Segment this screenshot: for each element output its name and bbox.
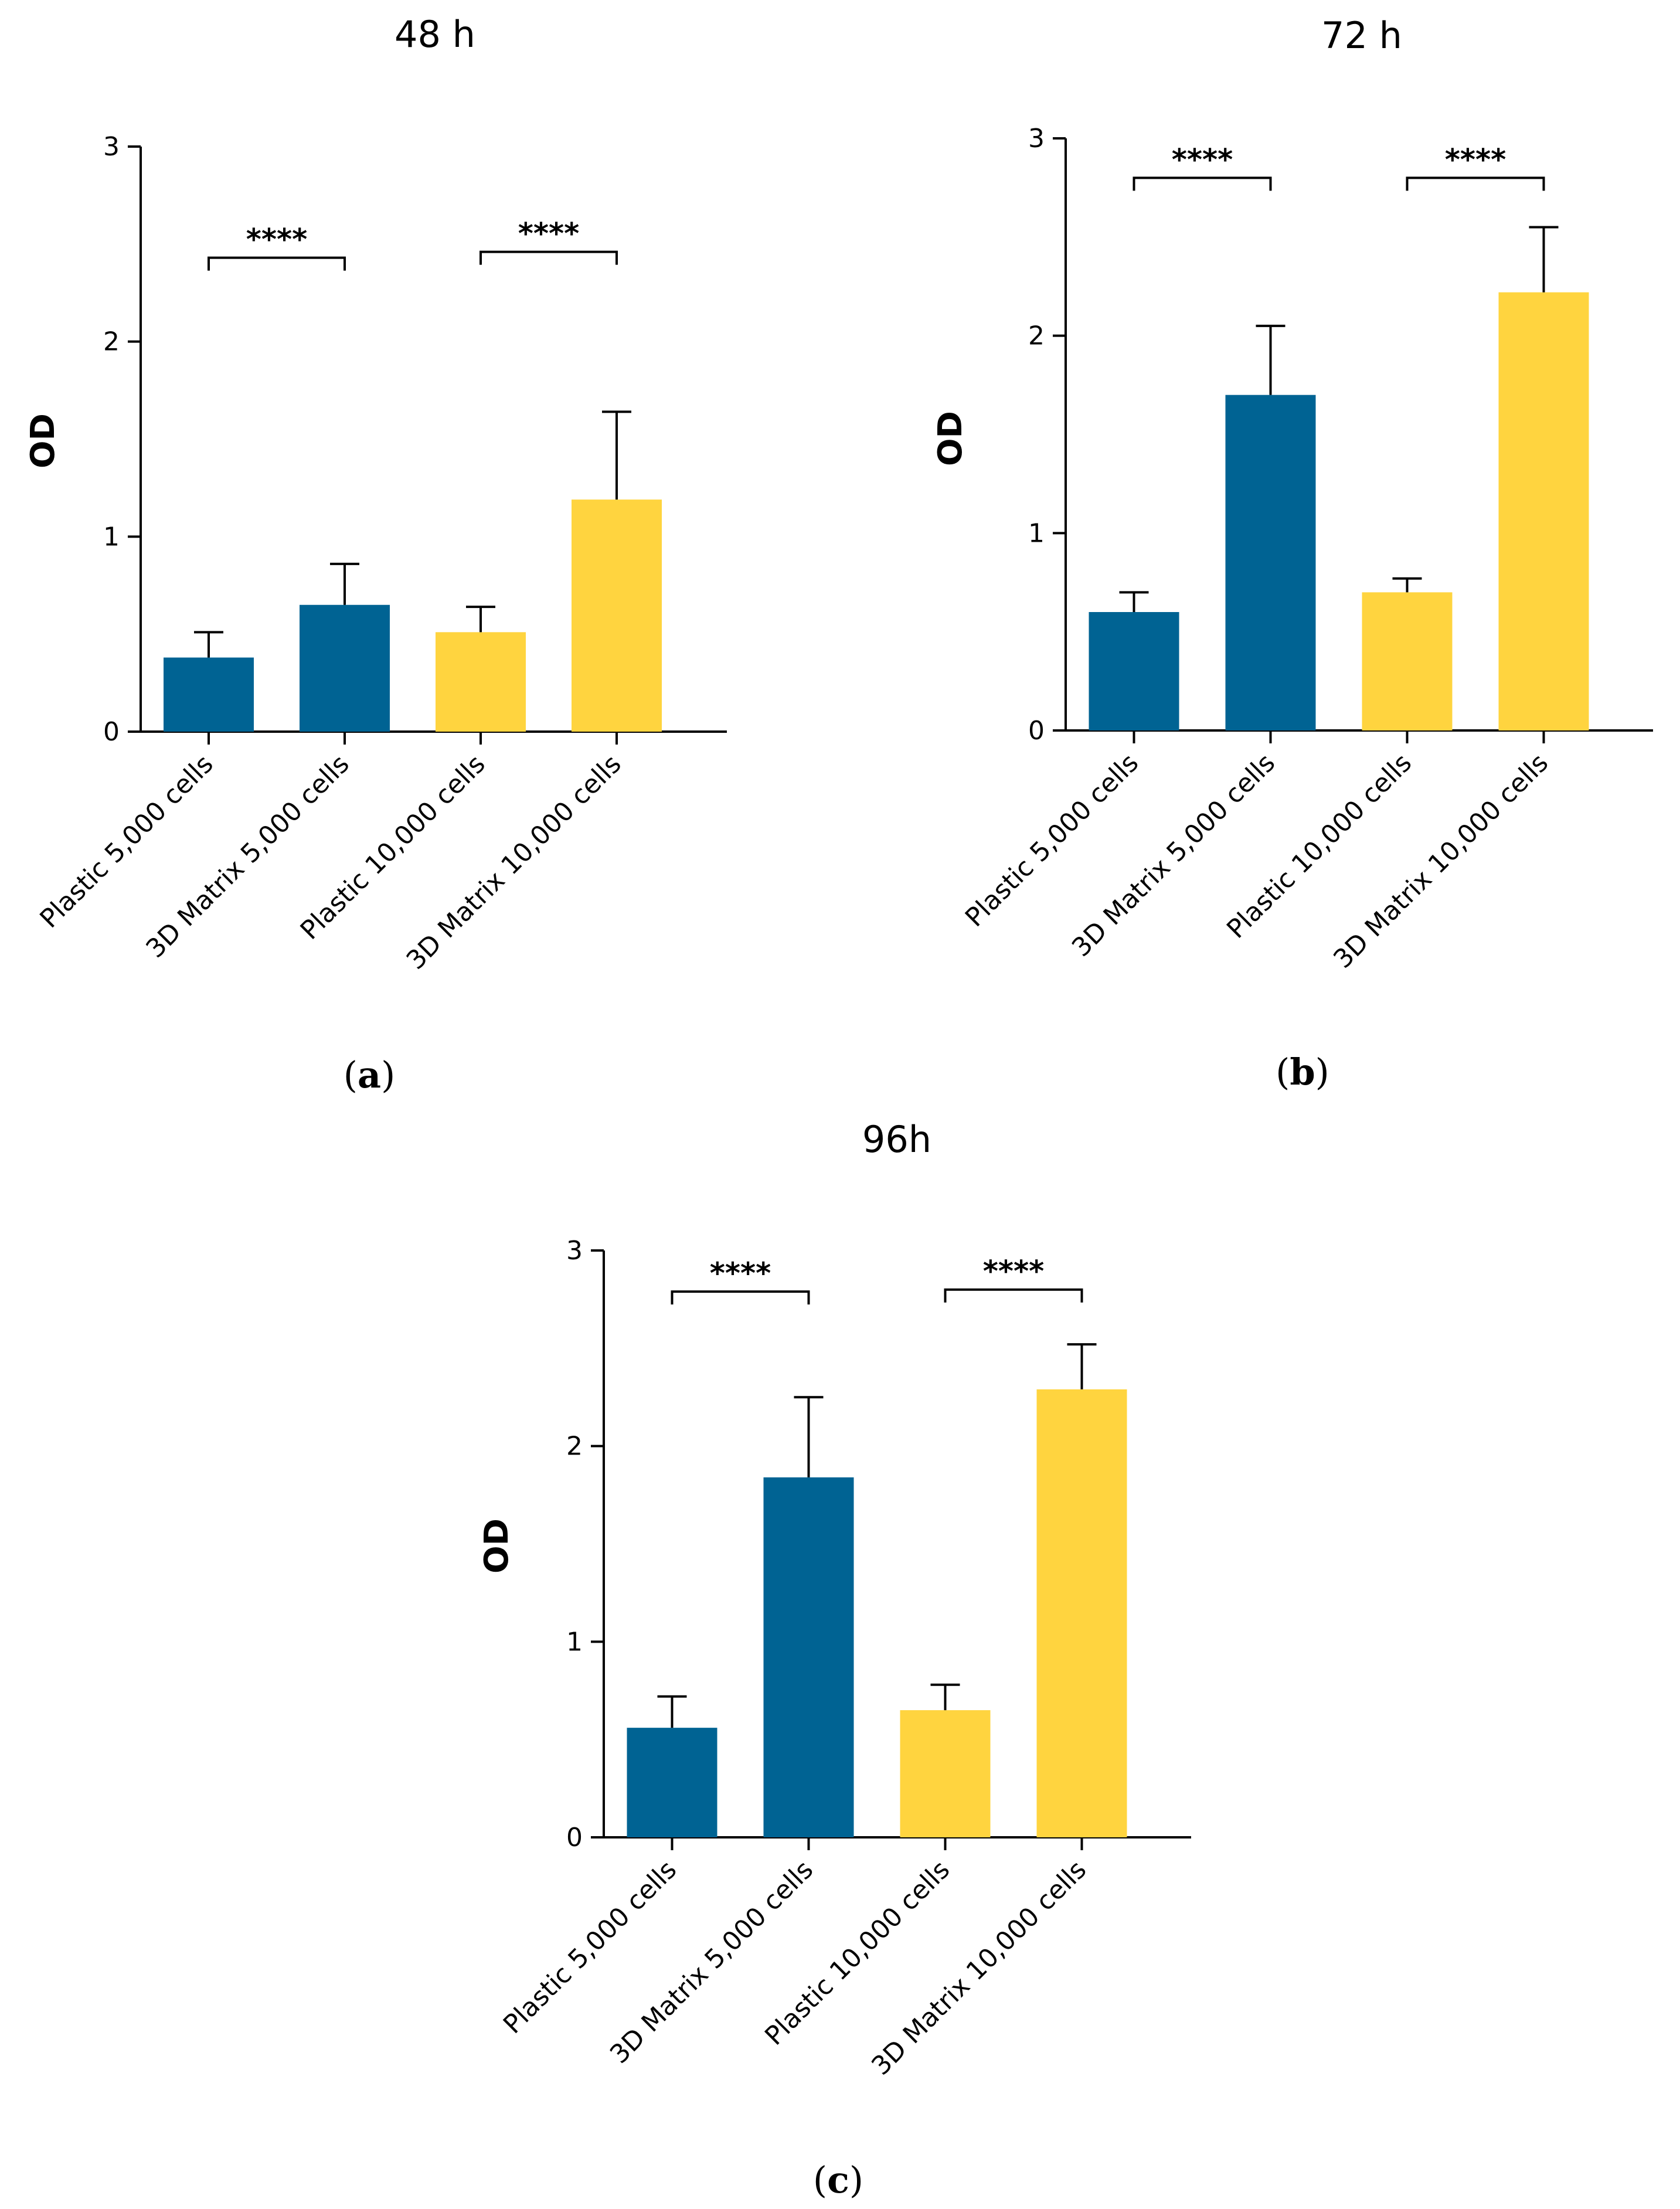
significance-label: **** [983,1255,1045,1289]
bar [1498,292,1589,731]
y-tick-label: 1 [566,1627,583,1657]
bar [900,1710,991,1837]
bar [1225,395,1316,730]
y-axis-label: OD [931,411,970,466]
bar [1036,1389,1127,1837]
y-tick-label: 1 [103,522,120,552]
y-tick-label: 3 [103,132,120,162]
significance-label: **** [1445,142,1506,176]
panel-label: (c) [813,2159,863,2201]
significance-bracket [1133,176,1272,191]
chart-title: 72 h [1321,14,1402,57]
bar [763,1477,854,1837]
y-tick-label: 0 [103,717,120,747]
y-tick-label: 3 [1028,124,1045,154]
significance-bracket [944,1288,1083,1303]
x-category-label: 3D Matrix 10,000 cells [401,749,627,976]
bar [1089,612,1179,730]
y-axis-label: OD [478,1518,516,1574]
y-tick-label: 2 [103,327,120,357]
significance-bracket [479,250,618,265]
y-tick-label: 1 [1028,518,1045,548]
bar [572,499,662,732]
y-tick-label: 2 [566,1432,583,1462]
y-axis-label: OD [24,413,62,468]
panel-label: (a) [344,1053,396,1096]
chart-title: 96h [862,1118,931,1161]
y-tick-label: 0 [1028,716,1045,746]
significance-label: **** [518,217,580,251]
y-tick-label: 2 [1028,321,1045,351]
y-tick-label: 3 [566,1236,583,1266]
significance-label: **** [710,1256,771,1290]
bar [627,1728,717,1837]
bar [164,657,254,732]
bar [300,604,390,732]
bar [1362,592,1453,730]
significance-label: **** [246,223,308,257]
chart-title: 48 h [395,13,475,56]
bar [436,632,526,732]
y-tick-label: 0 [566,1823,583,1853]
significance-bracket [1406,176,1545,191]
significance-bracket [671,1290,810,1305]
significance-bracket [208,256,346,271]
significance-label: **** [1172,142,1233,176]
panel-label: (b) [1276,1051,1329,1093]
